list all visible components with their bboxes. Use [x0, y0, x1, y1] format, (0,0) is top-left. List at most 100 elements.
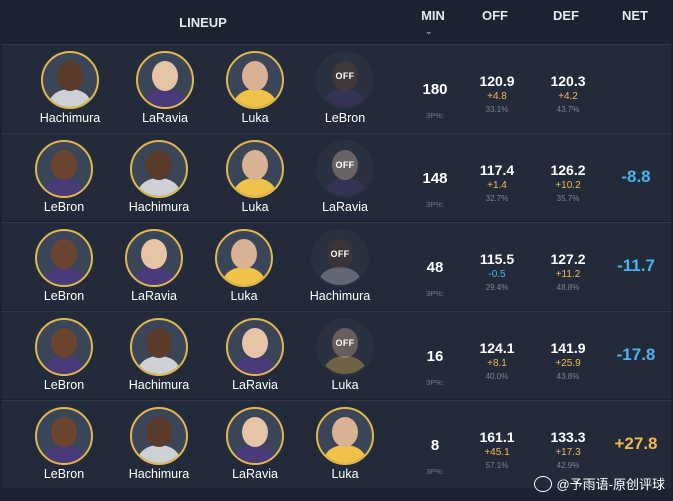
player-cell[interactable]: LaRavia	[125, 51, 205, 125]
player-cell[interactable]: LeBron	[24, 140, 104, 214]
player-cell[interactable]: Hachimura	[30, 51, 110, 125]
player-cell[interactable]: Luka	[305, 407, 385, 481]
player-avatar	[35, 140, 93, 198]
avatar-head	[242, 328, 268, 358]
off-rating: 161.1	[479, 429, 515, 445]
lineup-header: LINEUP	[179, 15, 227, 30]
avatar-body	[144, 89, 186, 107]
off-header[interactable]: OFF	[482, 8, 508, 23]
def-threepct: 43.8%	[556, 372, 580, 381]
avatar-body	[43, 445, 85, 463]
avatar-head	[332, 417, 358, 447]
player-cell[interactable]: Hachimura	[119, 140, 199, 214]
net-rating: +27.8	[614, 434, 658, 453]
player-name: LeBron	[43, 378, 85, 392]
avatar-head	[327, 239, 353, 269]
avatar-body	[234, 178, 276, 196]
def-threepct: 35.7%	[556, 194, 580, 203]
player-avatar	[136, 51, 194, 109]
player-name: Luka	[331, 378, 359, 392]
def-rating: 126.2	[550, 162, 586, 178]
avatar-head	[51, 328, 77, 358]
player-name: LaRavia	[322, 200, 368, 214]
player-name: Luka	[331, 467, 359, 481]
def-cell: 126.2 +10.2 35.7%	[533, 134, 603, 203]
minutes-value: 16	[426, 348, 444, 365]
def-diff: +10.2	[555, 180, 581, 191]
off-rating: 124.1	[479, 340, 515, 356]
player-cell[interactable]: LeBron	[24, 229, 104, 303]
threepct-label: 3P%:	[426, 467, 444, 476]
threepct-label: 3P%:	[426, 378, 444, 387]
def-diff: +4.2	[558, 91, 578, 102]
player-cell[interactable]: LaRavia	[215, 318, 295, 392]
threepct-label: 3P%:	[426, 111, 444, 120]
player-cell[interactable]: LaRavia	[114, 229, 194, 303]
player-cell[interactable]: Hachimura	[119, 318, 199, 392]
table-row[interactable]: Hachimura LaRavia Luka OFF LeBron 180 3P%: 120.…	[2, 44, 671, 132]
def-diff: +25.9	[555, 358, 581, 369]
avatar-head	[332, 150, 358, 180]
avatar-body	[43, 356, 85, 374]
net-header[interactable]: NET	[622, 8, 648, 23]
player-cell[interactable]: LeBron	[24, 318, 104, 392]
table-row[interactable]: LeBron Hachimura LaRavia OFF Luka 16 3P%: 124.1…	[2, 311, 671, 399]
player-cell[interactable]: Luka	[215, 51, 295, 125]
avatar-head	[332, 328, 358, 358]
avatar-head	[146, 417, 172, 447]
player-cell[interactable]: OFF Hachimura	[300, 229, 380, 303]
player-avatar	[226, 318, 284, 376]
player-avatar-off: OFF	[311, 229, 369, 287]
player-cell[interactable]: OFF Luka	[305, 318, 385, 392]
player-cell[interactable]: OFF LaRavia	[305, 140, 385, 214]
player-cell[interactable]: LeBron	[24, 407, 104, 481]
min-header[interactable]: MIN	[421, 8, 445, 23]
off-badge: OFF	[335, 338, 355, 348]
player-name: Hachimura	[39, 111, 101, 125]
player-avatar	[130, 140, 188, 198]
player-name: Hachimura	[128, 378, 190, 392]
def-diff: +17.3	[555, 447, 581, 458]
player-name: LeBron	[43, 200, 85, 214]
avatar-body	[234, 356, 276, 374]
player-name: Hachimura	[309, 289, 371, 303]
player-name: Hachimura	[128, 467, 190, 481]
avatar-body	[319, 267, 361, 285]
avatar-body	[133, 267, 175, 285]
off-cell: 161.1 +45.1 57.1%	[462, 401, 532, 470]
off-threepct: 29.4%	[485, 283, 509, 292]
avatar-body	[49, 89, 91, 107]
avatar-body	[138, 445, 180, 463]
avatar-head	[231, 239, 257, 269]
off-diff: +1.4	[487, 180, 507, 191]
player-avatar	[226, 140, 284, 198]
off-threepct: 57.1%	[485, 461, 509, 470]
player-avatar	[226, 51, 284, 109]
table-row[interactable]: LeBron Hachimura LaRavia Luka 8 3P%: 161.1 +45.…	[2, 400, 671, 488]
player-avatar-off: OFF	[316, 51, 374, 109]
off-badge: OFF	[335, 71, 355, 81]
net-rating: -17.8	[616, 345, 656, 364]
player-name: LeBron	[43, 289, 85, 303]
player-avatar	[35, 318, 93, 376]
player-name: LeBron	[324, 111, 366, 125]
def-threepct: 42.9%	[556, 461, 580, 470]
player-cell[interactable]: Hachimura	[119, 407, 199, 481]
player-cell[interactable]: LaRavia	[215, 407, 295, 481]
def-header[interactable]: DEF	[553, 8, 579, 23]
threepct-label: 3P%:	[426, 200, 444, 209]
weibo-logo-icon	[534, 475, 553, 492]
player-name: LaRavia	[232, 378, 278, 392]
avatar-head	[51, 239, 77, 269]
def-threepct: 48.8%	[556, 283, 580, 292]
table-row[interactable]: LeBron Hachimura Luka OFF LaRavia 148 3P%: 117.…	[2, 133, 671, 221]
avatar-body	[138, 356, 180, 374]
avatar-head	[332, 61, 358, 91]
player-cell[interactable]: Luka	[215, 140, 295, 214]
sort-chevron-down-icon[interactable]: ⌄	[425, 26, 433, 36]
player-cell[interactable]: Luka	[204, 229, 284, 303]
player-name: LeBron	[43, 467, 85, 481]
table-row[interactable]: LeBron LaRavia Luka OFF Hachimura 48 3P%: 115.5…	[2, 222, 671, 310]
player-name: LaRavia	[142, 111, 188, 125]
player-cell[interactable]: OFF LeBron	[305, 51, 385, 125]
